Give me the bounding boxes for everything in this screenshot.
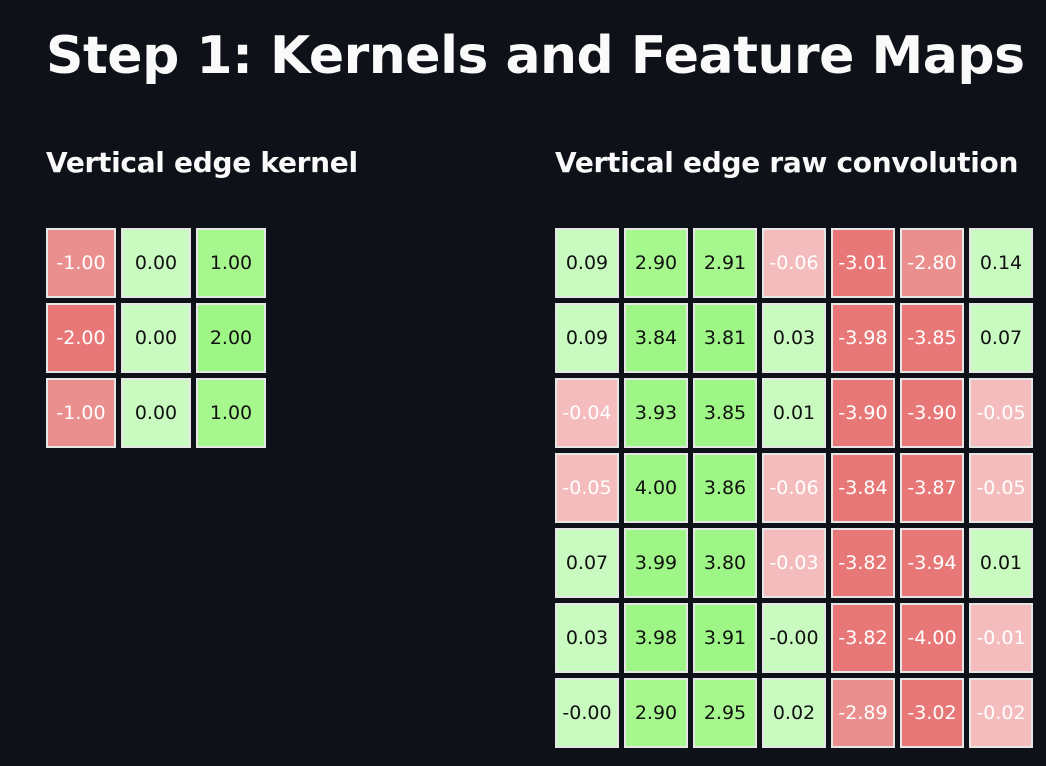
convolution-cell: -2.89 xyxy=(831,678,895,748)
convolution-cell: -3.94 xyxy=(900,528,964,598)
convolution-cell: -3.84 xyxy=(831,453,895,523)
kernel-row: -2.00 0.00 2.00 xyxy=(46,303,266,373)
convolution-cell: 3.98 xyxy=(624,603,688,673)
convolution-cell: -0.05 xyxy=(969,453,1033,523)
kernel-cell: -1.00 xyxy=(46,228,116,298)
convolution-cell: -0.02 xyxy=(969,678,1033,748)
convolution-row: 0.09 3.84 3.81 0.03 -3.98 -3.85 0.07 xyxy=(555,303,1033,373)
kernel-cell: 0.00 xyxy=(121,228,191,298)
convolution-cell: 0.03 xyxy=(555,603,619,673)
convolution-cell: -3.90 xyxy=(900,378,964,448)
convolution-row: -0.05 4.00 3.86 -0.06 -3.84 -3.87 -0.05 xyxy=(555,453,1033,523)
convolution-cell: -0.06 xyxy=(762,228,826,298)
convolution-cell: 3.91 xyxy=(693,603,757,673)
convolution-cell: 2.90 xyxy=(624,678,688,748)
convolution-title: Vertical edge raw convolution xyxy=(555,146,1019,179)
convolution-cell: -3.87 xyxy=(900,453,964,523)
convolution-cell: -0.05 xyxy=(969,378,1033,448)
convolution-cell: 0.09 xyxy=(555,228,619,298)
convolution-cell: 3.86 xyxy=(693,453,757,523)
kernel-cell: 2.00 xyxy=(196,303,266,373)
convolution-matrix: 0.09 2.90 2.91 -0.06 -3.01 -2.80 0.14 0.09 3.84 3… xyxy=(550,223,1038,753)
convolution-cell: 4.00 xyxy=(624,453,688,523)
kernel-cell: 1.00 xyxy=(196,378,266,448)
convolution-cell: 0.07 xyxy=(969,303,1033,373)
convolution-cell: 2.91 xyxy=(693,228,757,298)
convolution-row: 0.03 3.98 3.91 -0.00 -3.82 -4.00 -0.01 xyxy=(555,603,1033,673)
convolution-cell: 3.81 xyxy=(693,303,757,373)
page-title: Step 1: Kernels and Feature Maps xyxy=(46,26,1025,86)
convolution-cell: -0.00 xyxy=(762,603,826,673)
convolution-cell: 0.14 xyxy=(969,228,1033,298)
kernel-matrix: -1.00 0.00 1.00 -2.00 0.00 2.00 -1.00 0.00 1.00 xyxy=(41,223,271,453)
kernel-cell: 0.00 xyxy=(121,303,191,373)
convolution-cell: -3.02 xyxy=(900,678,964,748)
convolution-cell: 3.84 xyxy=(624,303,688,373)
kernel-cell: -2.00 xyxy=(46,303,116,373)
convolution-cell: -3.98 xyxy=(831,303,895,373)
kernel-row: -1.00 0.00 1.00 xyxy=(46,378,266,448)
convolution-cell: -3.85 xyxy=(900,303,964,373)
convolution-cell: 0.01 xyxy=(969,528,1033,598)
convolution-cell: 2.95 xyxy=(693,678,757,748)
convolution-row: -0.00 2.90 2.95 0.02 -2.89 -3.02 -0.02 xyxy=(555,678,1033,748)
convolution-row: 0.09 2.90 2.91 -0.06 -3.01 -2.80 0.14 xyxy=(555,228,1033,298)
convolution-cell: 3.99 xyxy=(624,528,688,598)
kernel-cell: -1.00 xyxy=(46,378,116,448)
kernel-row: -1.00 0.00 1.00 xyxy=(46,228,266,298)
convolution-cell: -3.82 xyxy=(831,603,895,673)
kernel-cell: 0.00 xyxy=(121,378,191,448)
convolution-cell: 0.07 xyxy=(555,528,619,598)
convolution-cell: 3.85 xyxy=(693,378,757,448)
convolution-cell: -0.03 xyxy=(762,528,826,598)
convolution-cell: 0.01 xyxy=(762,378,826,448)
convolution-cell: -0.06 xyxy=(762,453,826,523)
convolution-cell: -0.01 xyxy=(969,603,1033,673)
convolution-cell: 3.80 xyxy=(693,528,757,598)
convolution-cell: -2.80 xyxy=(900,228,964,298)
convolution-cell: -0.05 xyxy=(555,453,619,523)
convolution-cell: 3.93 xyxy=(624,378,688,448)
convolution-cell: -0.04 xyxy=(555,378,619,448)
convolution-cell: 0.02 xyxy=(762,678,826,748)
convolution-cell: 0.03 xyxy=(762,303,826,373)
convolution-cell: 0.09 xyxy=(555,303,619,373)
convolution-cell: -3.01 xyxy=(831,228,895,298)
convolution-cell: 2.90 xyxy=(624,228,688,298)
convolution-row: -0.04 3.93 3.85 0.01 -3.90 -3.90 -0.05 xyxy=(555,378,1033,448)
convolution-cell: -0.00 xyxy=(555,678,619,748)
convolution-row: 0.07 3.99 3.80 -0.03 -3.82 -3.94 0.01 xyxy=(555,528,1033,598)
convolution-cell: -3.90 xyxy=(831,378,895,448)
convolution-cell: -4.00 xyxy=(900,603,964,673)
kernel-cell: 1.00 xyxy=(196,228,266,298)
convolution-cell: -3.82 xyxy=(831,528,895,598)
kernel-title: Vertical edge kernel xyxy=(46,146,358,179)
